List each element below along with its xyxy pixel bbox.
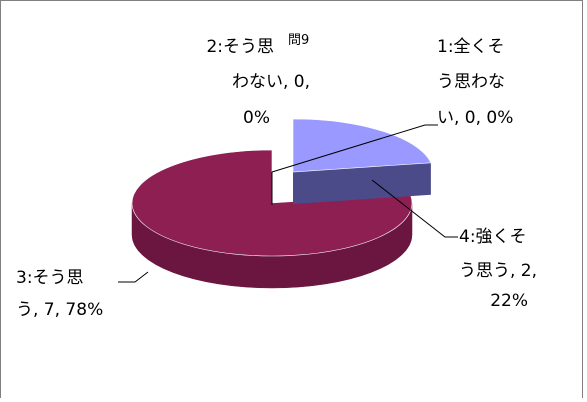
data-label-cat4: 4:強くそ う思う, 2, 22% xyxy=(459,227,537,311)
data-label-line: う思わな xyxy=(437,72,505,92)
data-label-line: い, 0, 0% xyxy=(437,108,513,128)
leader-line-cat3 xyxy=(118,271,149,283)
data-label-cat2: 2:そう思 わない, 0, 0% xyxy=(206,37,310,128)
data-label-line: 22% xyxy=(490,291,528,311)
chart-title: 問9 xyxy=(288,33,309,48)
data-label-line: 0% xyxy=(243,108,270,128)
pie-slice-cat4 xyxy=(292,118,432,173)
pie-slice-cat4-wall-end xyxy=(293,162,431,204)
leader-line-cat4 xyxy=(371,179,458,238)
data-label-line: 3:そう思 xyxy=(16,268,84,288)
data-label-line: 2:そう思 xyxy=(206,37,274,57)
data-label-cat3: 3:そう思 う, 7, 78% xyxy=(16,268,103,320)
leader-line-cat1 xyxy=(271,124,438,173)
data-label-line: 4:強くそ xyxy=(459,227,527,247)
data-label-cat1: 1:全くそ う思わな い, 0, 0% xyxy=(437,37,513,128)
data-label-line: う思う, 2, xyxy=(459,261,537,281)
data-label-line: わない, 0, xyxy=(232,72,310,92)
data-label-line: う, 7, 78% xyxy=(16,300,103,320)
data-label-line: 1:全くそ xyxy=(437,37,505,57)
